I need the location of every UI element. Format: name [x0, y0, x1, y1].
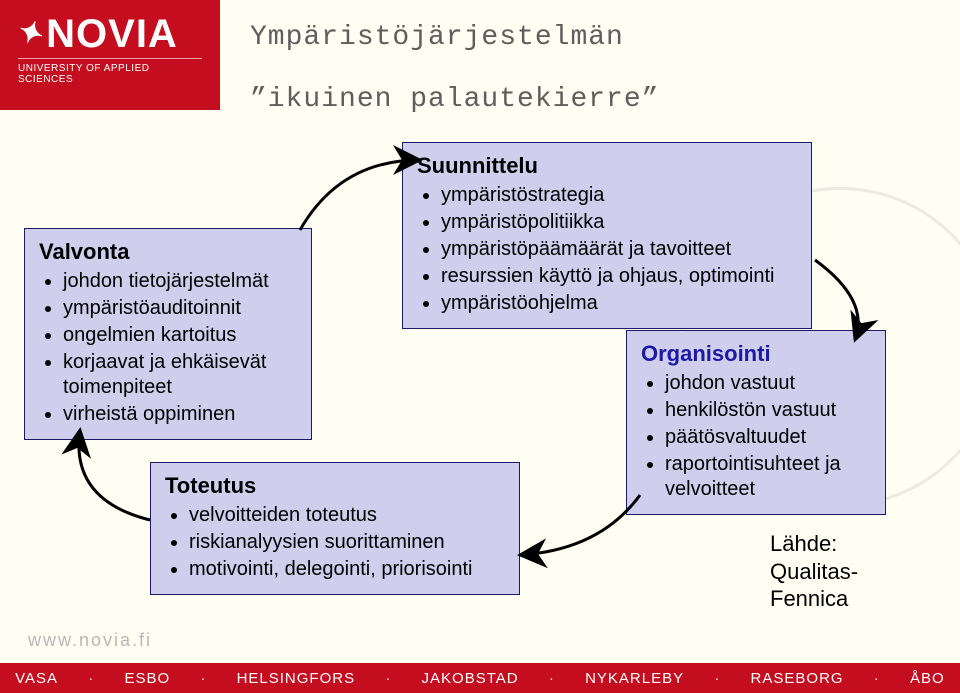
- footer-dot-icon: ·: [549, 670, 555, 687]
- list-item: resurssien käyttö ja ohjaus, optimointi: [441, 264, 797, 289]
- site-url: www.novia.fi: [28, 630, 152, 651]
- list-item: ympäristöpäämäärät ja tavoitteet: [441, 237, 797, 262]
- logo-wordmark: ✦NOVIA: [18, 14, 202, 54]
- source-line: Qualitas-: [770, 558, 858, 586]
- source-line: Fennica: [770, 585, 858, 613]
- footer-dot-icon: ·: [88, 670, 94, 687]
- list-item: ympäristöpolitiikka: [441, 210, 797, 235]
- list-item: korjaavat ja ehkäisevät toimenpiteet: [63, 350, 297, 400]
- source-citation: Lähde: Qualitas- Fennica: [770, 530, 858, 613]
- list-item: virheistä oppiminen: [63, 402, 297, 427]
- box-suunnittelu: Suunnittelu ympäristöstrategia ympäristö…: [402, 142, 812, 329]
- footer-city: JAKOBSTAD: [422, 670, 519, 687]
- list-item: päätösvaltuudet: [665, 425, 871, 450]
- logo-star-icon: ✦: [14, 15, 49, 52]
- box-list: johdon vastuut henkilöstön vastuut päätö…: [641, 371, 871, 502]
- list-item: ympäristöohjelma: [441, 291, 797, 316]
- footer-city: VASA: [15, 670, 58, 687]
- brand-logo: ✦NOVIA UNIVERSITY OF APPLIED SCIENCES: [0, 0, 220, 110]
- footer-city: ÅBO: [910, 670, 945, 687]
- box-toteutus: Toteutus velvoitteiden toteutus riskiana…: [150, 462, 520, 595]
- box-header: Suunnittelu: [417, 153, 797, 179]
- page-subtitle: ”ikuinen palautekierre”: [250, 84, 659, 115]
- box-header: Organisointi: [641, 341, 871, 367]
- source-line: Lähde:: [770, 530, 858, 558]
- logo-subtitle: UNIVERSITY OF APPLIED SCIENCES: [18, 58, 202, 85]
- page-title: Ympäristöjärjestelmän: [250, 22, 624, 53]
- box-header: Valvonta: [39, 239, 297, 265]
- list-item: raportointisuhteet ja velvoitteet: [665, 452, 871, 502]
- box-header: Toteutus: [165, 473, 505, 499]
- footer-city: RASEBORG: [751, 670, 844, 687]
- box-organisointi: Organisointi johdon vastuut henkilöstön …: [626, 330, 886, 515]
- footer-dot-icon: ·: [714, 670, 720, 687]
- list-item: velvoitteiden toteutus: [189, 503, 505, 528]
- list-item: ympäristöauditoinnit: [63, 296, 297, 321]
- footer-city: ESBO: [124, 670, 170, 687]
- list-item: motivointi, delegointi, priorisointi: [189, 557, 505, 582]
- list-item: riskianalyysien suorittaminen: [189, 530, 505, 555]
- footer-dot-icon: ·: [200, 670, 206, 687]
- list-item: ongelmien kartoitus: [63, 323, 297, 348]
- footer-city: HELSINGFORS: [237, 670, 356, 687]
- box-list: ympäristöstrategia ympäristöpolitiikka y…: [417, 183, 797, 316]
- box-list: velvoitteiden toteutus riskianalyysien s…: [165, 503, 505, 582]
- list-item: ympäristöstrategia: [441, 183, 797, 208]
- footer-bar: VASA · ESBO · HELSINGFORS · JAKOBSTAD · NYKA…: [0, 663, 960, 693]
- box-valvonta: Valvonta johdon tietojärjestelmät ympäri…: [24, 228, 312, 440]
- list-item: henkilöstön vastuut: [665, 398, 871, 423]
- list-item: johdon vastuut: [665, 371, 871, 396]
- logo-text: NOVIA: [46, 12, 178, 56]
- list-item: johdon tietojärjestelmät: [63, 269, 297, 294]
- box-list: johdon tietojärjestelmät ympäristöaudito…: [39, 269, 297, 427]
- footer-dot-icon: ·: [385, 670, 391, 687]
- footer-city: NYKARLEBY: [585, 670, 684, 687]
- footer-dot-icon: ·: [874, 670, 880, 687]
